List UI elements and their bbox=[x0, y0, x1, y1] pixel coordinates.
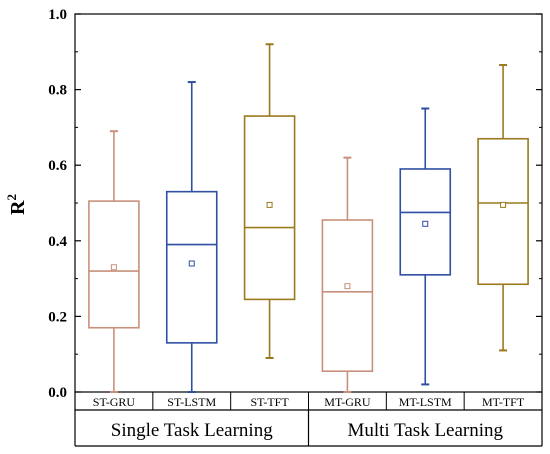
category-label: MT-GRU bbox=[324, 395, 371, 409]
y-axis-title-superscript: 2 bbox=[4, 194, 19, 201]
mean-marker bbox=[266, 201, 273, 208]
box-mt-tft bbox=[477, 64, 529, 352]
iqr-box bbox=[321, 219, 374, 373]
iqr-box bbox=[88, 200, 140, 329]
y-tick-label: 0.8 bbox=[48, 83, 67, 99]
box-st-lstm bbox=[165, 81, 218, 393]
y-tick-label: 0.0 bbox=[48, 385, 67, 401]
category-label: ST-LSTM bbox=[167, 395, 216, 409]
y-tick-label: 0.4 bbox=[48, 234, 67, 250]
group-label: Single Task Learning bbox=[111, 420, 273, 441]
iqr-box bbox=[243, 115, 296, 301]
category-label: MT-LSTM bbox=[399, 395, 452, 409]
box-mt-gru bbox=[321, 156, 374, 393]
group-label: Multi Task Learning bbox=[347, 420, 503, 441]
category-label: ST-TFT bbox=[250, 395, 289, 409]
iqr-box bbox=[477, 137, 529, 286]
y-tick-label: 0.6 bbox=[48, 158, 67, 174]
y-tick-label: 1.0 bbox=[48, 7, 67, 23]
y-axis-title: R2 bbox=[4, 194, 29, 215]
mean-marker bbox=[344, 283, 351, 290]
box-st-gru bbox=[88, 130, 140, 393]
mean-marker bbox=[188, 260, 195, 267]
iqr-box bbox=[165, 190, 218, 344]
plot-frame bbox=[74, 13, 543, 393]
box-marks bbox=[88, 43, 529, 393]
box-mt-lstm bbox=[399, 107, 452, 386]
y-tick-label: 0.2 bbox=[48, 309, 67, 325]
mean-marker bbox=[110, 264, 117, 271]
iqr-box bbox=[399, 168, 452, 276]
axes: 0.0 0.2 0.4 0.6 0.8 1.0 R2 bbox=[4, 7, 543, 401]
category-label: ST-GRU bbox=[93, 395, 136, 409]
y-axis-title-base: R bbox=[7, 200, 29, 215]
mean-marker bbox=[500, 201, 507, 208]
category-labels: Single Task Learning Multi Task Learning S… bbox=[74, 392, 543, 447]
category-label: MT-TFT bbox=[482, 395, 525, 409]
mean-marker bbox=[422, 220, 429, 227]
box-st-tft bbox=[243, 43, 296, 359]
